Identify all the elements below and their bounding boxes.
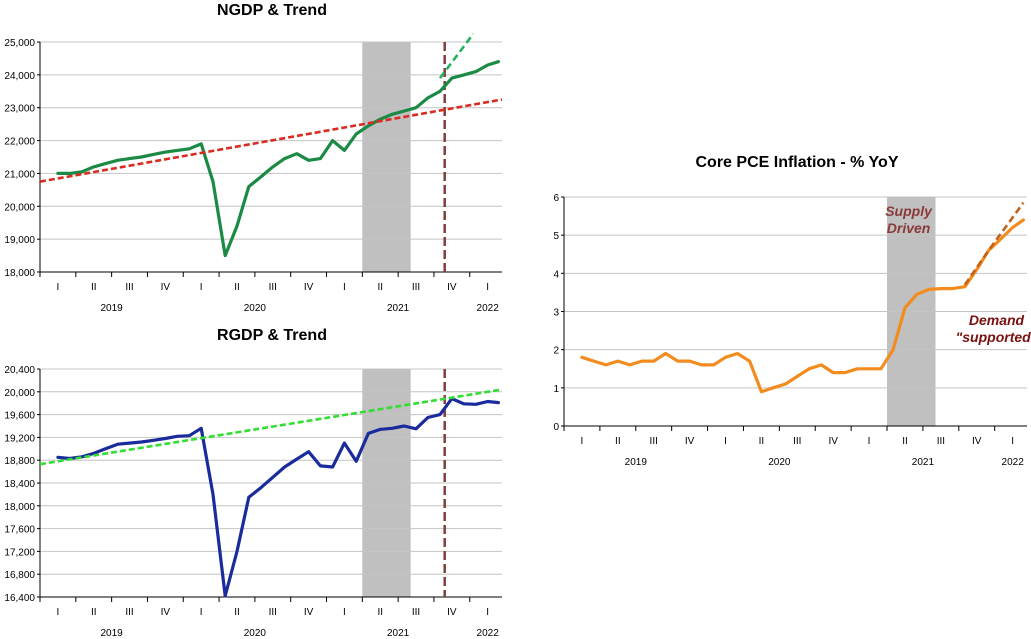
rgdp-chart: RGDP & Trend 16,400 16,800 17,200 17,600 18,0… [4,327,503,639]
rgdp-title: RGDP & Trend [217,327,327,344]
pce-quarter-label: I [724,436,727,447]
ngdp-y-tick-label: 19,000 [4,235,35,246]
rgdp-quarter-label: I [57,607,60,618]
rgdp-series-rgdp [56,396,500,598]
rgdp-quarter-label: II [234,607,240,618]
rgdp-quarter-label: III [269,607,277,618]
rgdp-quarter-label: III [412,607,420,618]
ngdp-y-tick-label: 21,000 [4,169,35,180]
ngdp-title: NGDP & Trend [217,2,327,19]
pce-annotation: Supply Driven [885,203,933,236]
pce-quarter-label: III [937,436,945,447]
rgdp-y-tick-label: 16,400 [4,593,35,604]
pce-annotation-line: Demand [969,312,1025,328]
rgdp-y-tick-label: 17,200 [4,547,35,558]
rgdp-y-tick-label: 18,800 [4,456,35,467]
pce-y-tick-label: 6 [553,193,559,204]
pce-annotation-line: "supported" [956,329,1031,345]
pce-quarter-label: III [650,436,658,447]
rgdp-year-label: 2021 [387,628,410,639]
pce-series-core-pce-projection [963,201,1025,286]
ngdp-y-tick-label: 20,000 [4,202,35,213]
ngdp-y-tick-label: 24,000 [4,71,35,82]
rgdp-y-tick-label: 20,400 [4,365,35,376]
pce-series-core-pce [580,218,1025,394]
rgdp-y-tick-label: 17,600 [4,525,35,536]
pce-y-tick-label: 0 [553,422,559,433]
ngdp-y-tick-label: 18,000 [4,268,35,279]
ngdp-quarter-label: I [200,282,203,293]
rgdp-y-tick-label: 18,000 [4,502,35,513]
pce-quarter-label: I [868,436,871,447]
pce-annotation: Demand "supported" [956,312,1031,345]
ngdp-y-tick-label: 23,000 [4,104,35,115]
rgdp-quarter-label: III [125,607,133,618]
rgdp-quarter-label: IV [161,607,171,618]
ngdp-quarter-label: II [91,282,97,293]
pce-quarter-label: IV [685,436,695,447]
pce-quarter-label: II [615,436,621,447]
rgdp-quarter-label: I [343,607,346,618]
ngdp-quarter-label: IV [161,282,171,293]
pce-quarter-label: II [902,436,908,447]
pce-annotation-line: Driven [887,220,931,236]
rgdp-year-label: 2022 [477,628,500,639]
ngdp-year-label: 2021 [387,303,410,314]
pce-quarter-label: IV [828,436,838,447]
pce-year-label: 2020 [768,457,791,468]
ngdp-year-label: 2022 [477,303,500,314]
pce-quarter-label: I [581,436,584,447]
rgdp-year-label: 2019 [101,628,124,639]
rgdp-y-tick-label: 20,000 [4,388,35,399]
ngdp-quarter-label: IV [447,282,457,293]
ngdp-quarter-label: III [125,282,133,293]
rgdp-y-tick-label: 16,800 [4,570,35,581]
pce-quarter-label: I [1011,436,1014,447]
rgdp-quarter-label: I [486,607,489,618]
pce-year-label: 2021 [912,457,935,468]
ngdp-quarter-label: III [269,282,277,293]
ngdp-quarter-label: I [57,282,60,293]
ngdp-series-ngdp [56,60,500,258]
rgdp-series-rgdp-trend [39,388,503,466]
ngdp-year-label: 2019 [101,303,124,314]
ngdp-quarter-label: III [412,282,420,293]
pce-y-tick-label: 4 [553,269,559,280]
rgdp-year-label: 2020 [244,628,267,639]
rgdp-quarter-label: IV [304,607,314,618]
ngdp-series-ngdp-trend [39,98,503,183]
pce-year-label: 2019 [625,457,648,468]
pce-quarter-label: II [759,436,765,447]
pce-y-tick-label: 3 [553,308,559,319]
ngdp-quarter-label: II [377,282,383,293]
ngdp-chart: NGDP & Trend 18,000 19,000 20,000 21,000 22,0… [4,2,503,314]
ngdp-shaded-region [362,42,411,272]
rgdp-y-tick-label: 18,400 [4,479,35,490]
pce-year-label: 2022 [1002,457,1025,468]
ngdp-y-tick-label: 25,000 [4,38,35,49]
rgdp-quarter-label: II [377,607,383,618]
rgdp-quarter-label: I [200,607,203,618]
pce-y-tick-label: 2 [553,346,559,357]
ngdp-y-tick-label: 22,000 [4,137,35,148]
pce-quarter-label: III [793,436,801,447]
ngdp-quarter-label: IV [304,282,314,293]
ngdp-quarter-label: I [343,282,346,293]
rgdp-y-tick-label: 19,200 [4,433,35,444]
pce-annotation-line: Supply [885,203,933,219]
ngdp-quarter-label: I [486,282,489,293]
ngdp-year-label: 2020 [244,303,267,314]
rgdp-y-tick-label: 19,600 [4,411,35,422]
pce-quarter-label: IV [972,436,982,447]
pce-title: Core PCE Inflation - % YoY [696,154,899,171]
ngdp-quarter-label: II [234,282,240,293]
pce-y-tick-label: 1 [553,384,559,395]
ngdp-series-ngdp-pre-trend-continuation [438,33,475,79]
rgdp-quarter-label: IV [447,607,457,618]
rgdp-quarter-label: II [91,607,97,618]
pce-y-tick-label: 5 [553,231,559,242]
